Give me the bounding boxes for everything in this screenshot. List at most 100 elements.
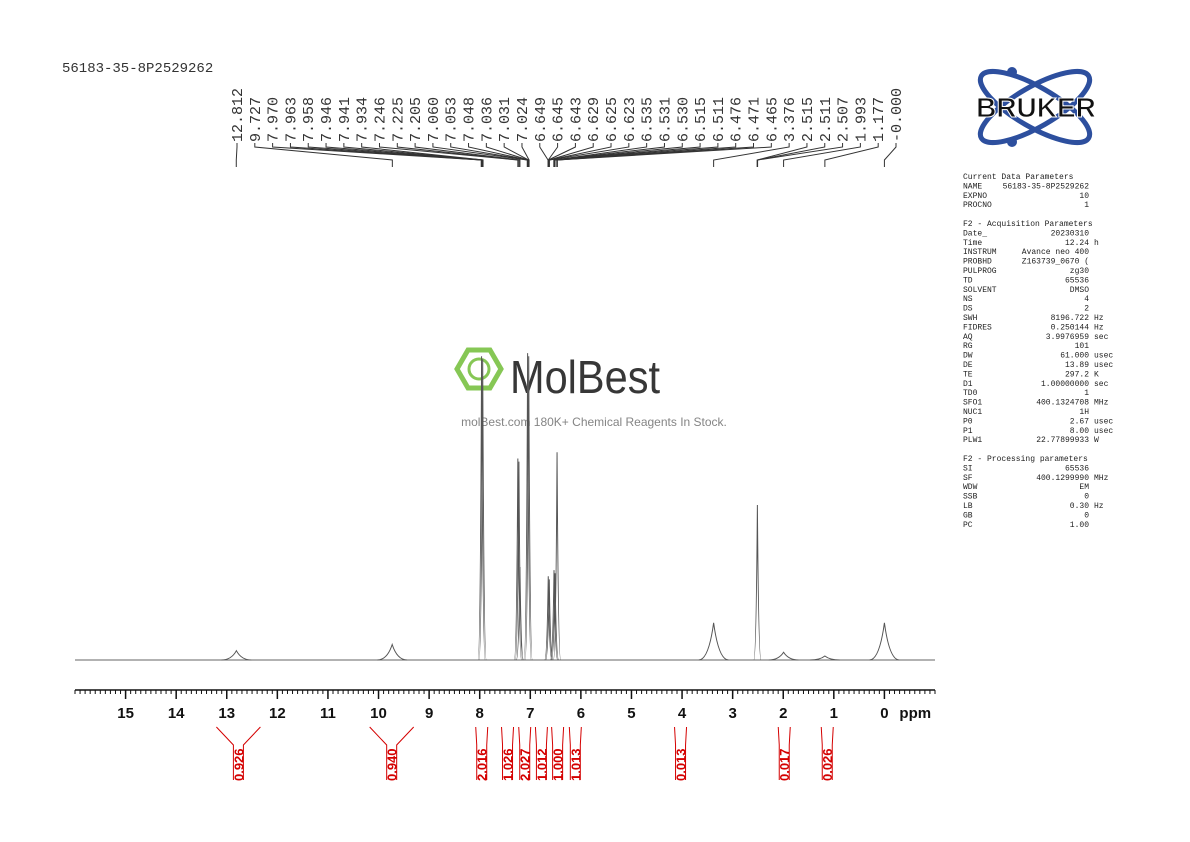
integral-bracket (475, 726, 489, 780)
param-value: 1.00 (1070, 521, 1089, 530)
integral-bracket (674, 726, 688, 780)
param-key: AQ (963, 333, 973, 342)
peak-label: 2.515 (800, 97, 817, 142)
peak-connector (554, 143, 719, 167)
param-key: PLW1 (963, 436, 982, 445)
param-key: GB (963, 511, 973, 520)
integral-bracket (518, 726, 532, 780)
peak-connector (235, 143, 238, 167)
param-key: D1 (963, 380, 973, 389)
x-tick-label: 3 (728, 705, 736, 722)
peak-label: 7.958 (301, 97, 318, 142)
param-key: PROBHD (963, 258, 992, 267)
param-unit: sec (1094, 333, 1109, 342)
param-unit: h (1094, 239, 1099, 248)
param-unit: sec (1094, 380, 1109, 389)
param-value: 65536 (1065, 276, 1089, 285)
param-value: 400.1299990 (1036, 474, 1089, 483)
watermark-icon (467, 357, 491, 381)
param-key: DS (963, 305, 973, 314)
peak-label: 6.643 (568, 97, 585, 142)
peak (515, 566, 525, 661)
peak-connector (414, 143, 521, 167)
integral-label: 0.013 (674, 748, 689, 781)
param-unit: Hz (1094, 323, 1104, 332)
integral-label: 1.000 (551, 748, 566, 781)
peak-connector (713, 143, 790, 167)
integral-label: 2.016 (475, 748, 490, 781)
x-tick-label: 10 (370, 705, 387, 722)
integral-label: 1.026 (501, 748, 516, 781)
watermark-icon (454, 347, 504, 391)
param-unit: Hz (1094, 502, 1104, 511)
peak-connector (254, 143, 393, 167)
param-value: 0.250144 (1051, 323, 1090, 332)
param-key: WDW (963, 483, 978, 492)
param-key: SOLVENT (963, 286, 997, 295)
peak-label: 7.963 (283, 97, 300, 142)
peak-label: 6.623 (622, 97, 639, 142)
param-section-title: Current Data Parameters (963, 173, 1074, 182)
integral-bracket (369, 726, 415, 780)
peak-connector (556, 143, 772, 167)
integral-bracket (777, 726, 791, 780)
param-value: zg30 (1070, 267, 1089, 276)
x-tick-label: 7 (526, 705, 534, 722)
peak-label: 6.645 (551, 97, 568, 142)
param-value: 2.67 (1070, 417, 1089, 426)
x-tick-label: 8 (476, 705, 484, 722)
peak-label: 7.031 (497, 97, 514, 142)
x-tick-label: 12 (269, 705, 286, 722)
integral-bracket (551, 726, 565, 780)
peak (523, 353, 532, 661)
peak-label: 6.476 (729, 97, 746, 142)
logo-dot (1007, 137, 1017, 147)
peak (478, 359, 487, 661)
peak (514, 461, 524, 661)
logo-orbit (977, 68, 1093, 146)
peak-connector (521, 143, 530, 167)
peak-label: 7.036 (479, 97, 496, 142)
peak (524, 356, 533, 661)
param-key: DE (963, 361, 973, 370)
peak-label: 6.515 (693, 97, 710, 142)
param-key: NS (963, 295, 973, 304)
param-key: DW (963, 352, 973, 361)
peak-connector (289, 143, 483, 167)
param-key: SFO1 (963, 399, 982, 408)
param-value: 4 (1084, 295, 1089, 304)
integral-label: 2.027 (518, 748, 533, 781)
peak (869, 622, 900, 661)
peak (753, 504, 762, 661)
x-tick-label: 5 (627, 705, 635, 722)
param-key: PC (963, 521, 973, 530)
param-value: 20230310 (1051, 229, 1090, 238)
integral-bracket (216, 726, 261, 780)
peak-label: 6.629 (586, 97, 603, 142)
x-tick-label: 13 (218, 705, 235, 722)
param-unit: usec (1094, 427, 1113, 436)
integral-label: 1.013 (568, 748, 583, 781)
x-tick-label: 9 (425, 705, 433, 722)
x-tick-label: 14 (168, 705, 185, 722)
param-value: 65536 (1065, 464, 1089, 473)
peak-connector (553, 143, 683, 167)
param-unit: K (1094, 370, 1099, 379)
peak-connector (272, 143, 482, 167)
param-value: 2 (1084, 305, 1089, 314)
logo-text: BRUKER (976, 92, 1096, 123)
param-value: Z163739_0670 ( (1022, 258, 1089, 267)
param-key: SSB (963, 493, 978, 502)
param-value: 297.2 (1065, 370, 1089, 379)
param-value: 1H (1079, 408, 1089, 417)
peak (550, 573, 560, 661)
peak-connector (824, 143, 879, 167)
x-tick-label: 4 (678, 705, 687, 722)
peak-connector (396, 143, 520, 167)
watermark-tagline: molBest.com 180K+ Chemical Reagents In S… (461, 415, 727, 429)
param-unit: W (1094, 436, 1099, 445)
param-value: 13.89 (1065, 361, 1089, 370)
param-section-title: F2 - Processing parameters (963, 455, 1088, 464)
x-tick-label: 2 (779, 705, 787, 722)
